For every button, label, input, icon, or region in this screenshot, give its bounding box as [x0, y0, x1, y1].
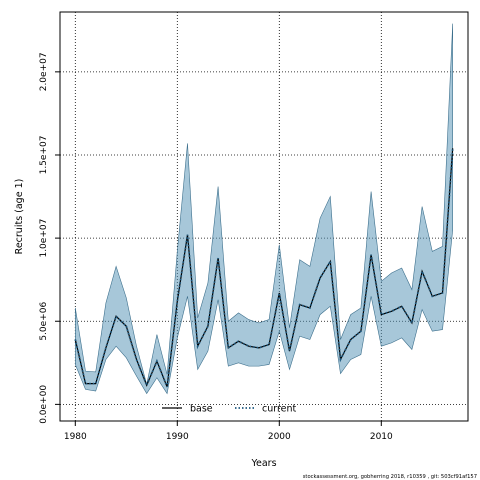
legend: base current — [162, 404, 297, 415]
x-tick-label-0: 1980 — [64, 432, 87, 442]
x-tick-label-1: 1990 — [166, 432, 189, 442]
y-axis: 0.0e+00 5.0e+06 1.0e+07 1.5e+07 2.0e+07 — [39, 52, 60, 424]
y-tick-label-3: 1.5e+07 — [39, 136, 49, 175]
x-axis: 1980 1990 2000 2010 — [64, 421, 393, 442]
legend-label-base: base — [190, 404, 213, 415]
confidence-band — [75, 23, 453, 395]
x-tick-label-2: 2000 — [268, 432, 291, 442]
y-tick-label-0: 0.0e+00 — [39, 385, 49, 424]
y-tick-label-1: 5.0e+06 — [39, 302, 49, 341]
plot-frame — [59, 11, 469, 422]
legend-label-current: current — [262, 404, 297, 415]
series-lines — [74, 148, 454, 388]
y-tick-label-4: 2.0e+07 — [39, 52, 49, 91]
x-axis-title: Years — [250, 458, 276, 469]
series-line-current — [74, 148, 454, 388]
y-axis-title: Recruits (age 1) — [14, 179, 25, 255]
confidence-band-area — [75, 23, 453, 395]
x-tick-label-3: 2010 — [370, 432, 393, 442]
footnote: stockassessment.org, gobherring 2018, r1… — [303, 474, 477, 480]
y-tick-label-2: 1.0e+07 — [39, 219, 49, 258]
